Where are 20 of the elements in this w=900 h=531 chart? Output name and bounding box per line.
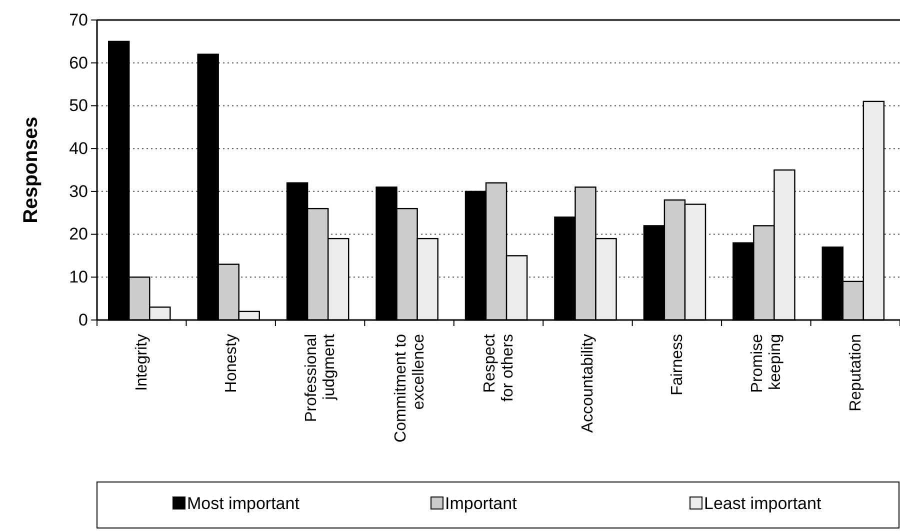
y-tick-label: 50	[69, 96, 88, 116]
y-tick-label: 60	[69, 53, 88, 72]
y-tick-label: 30	[69, 182, 88, 201]
x-tick-label: Honesty	[222, 334, 240, 393]
x-tick-label: Promise keeping	[749, 334, 784, 393]
x-tick-label: Integrity	[134, 334, 151, 391]
y-tick-label: 0	[78, 310, 88, 330]
legend-label: Most important	[187, 494, 300, 513]
y-tick-label: 20	[69, 224, 88, 244]
x-tick-label: Accountability	[580, 334, 597, 433]
y-axis-title: Responses	[20, 116, 42, 224]
legend-label: Important	[445, 494, 518, 513]
y-tick-label: 40	[69, 139, 88, 158]
x-tick-label: Respect for others	[482, 333, 516, 402]
x-tick-label: Reputation	[847, 334, 864, 412]
x-tick-label: Professional judgment	[303, 333, 338, 422]
y-tick-label: 10	[69, 268, 88, 287]
y-tick-label: 70	[69, 10, 88, 30]
x-tick-label: Fairness	[668, 334, 686, 396]
legend-label: Least important	[704, 494, 822, 513]
